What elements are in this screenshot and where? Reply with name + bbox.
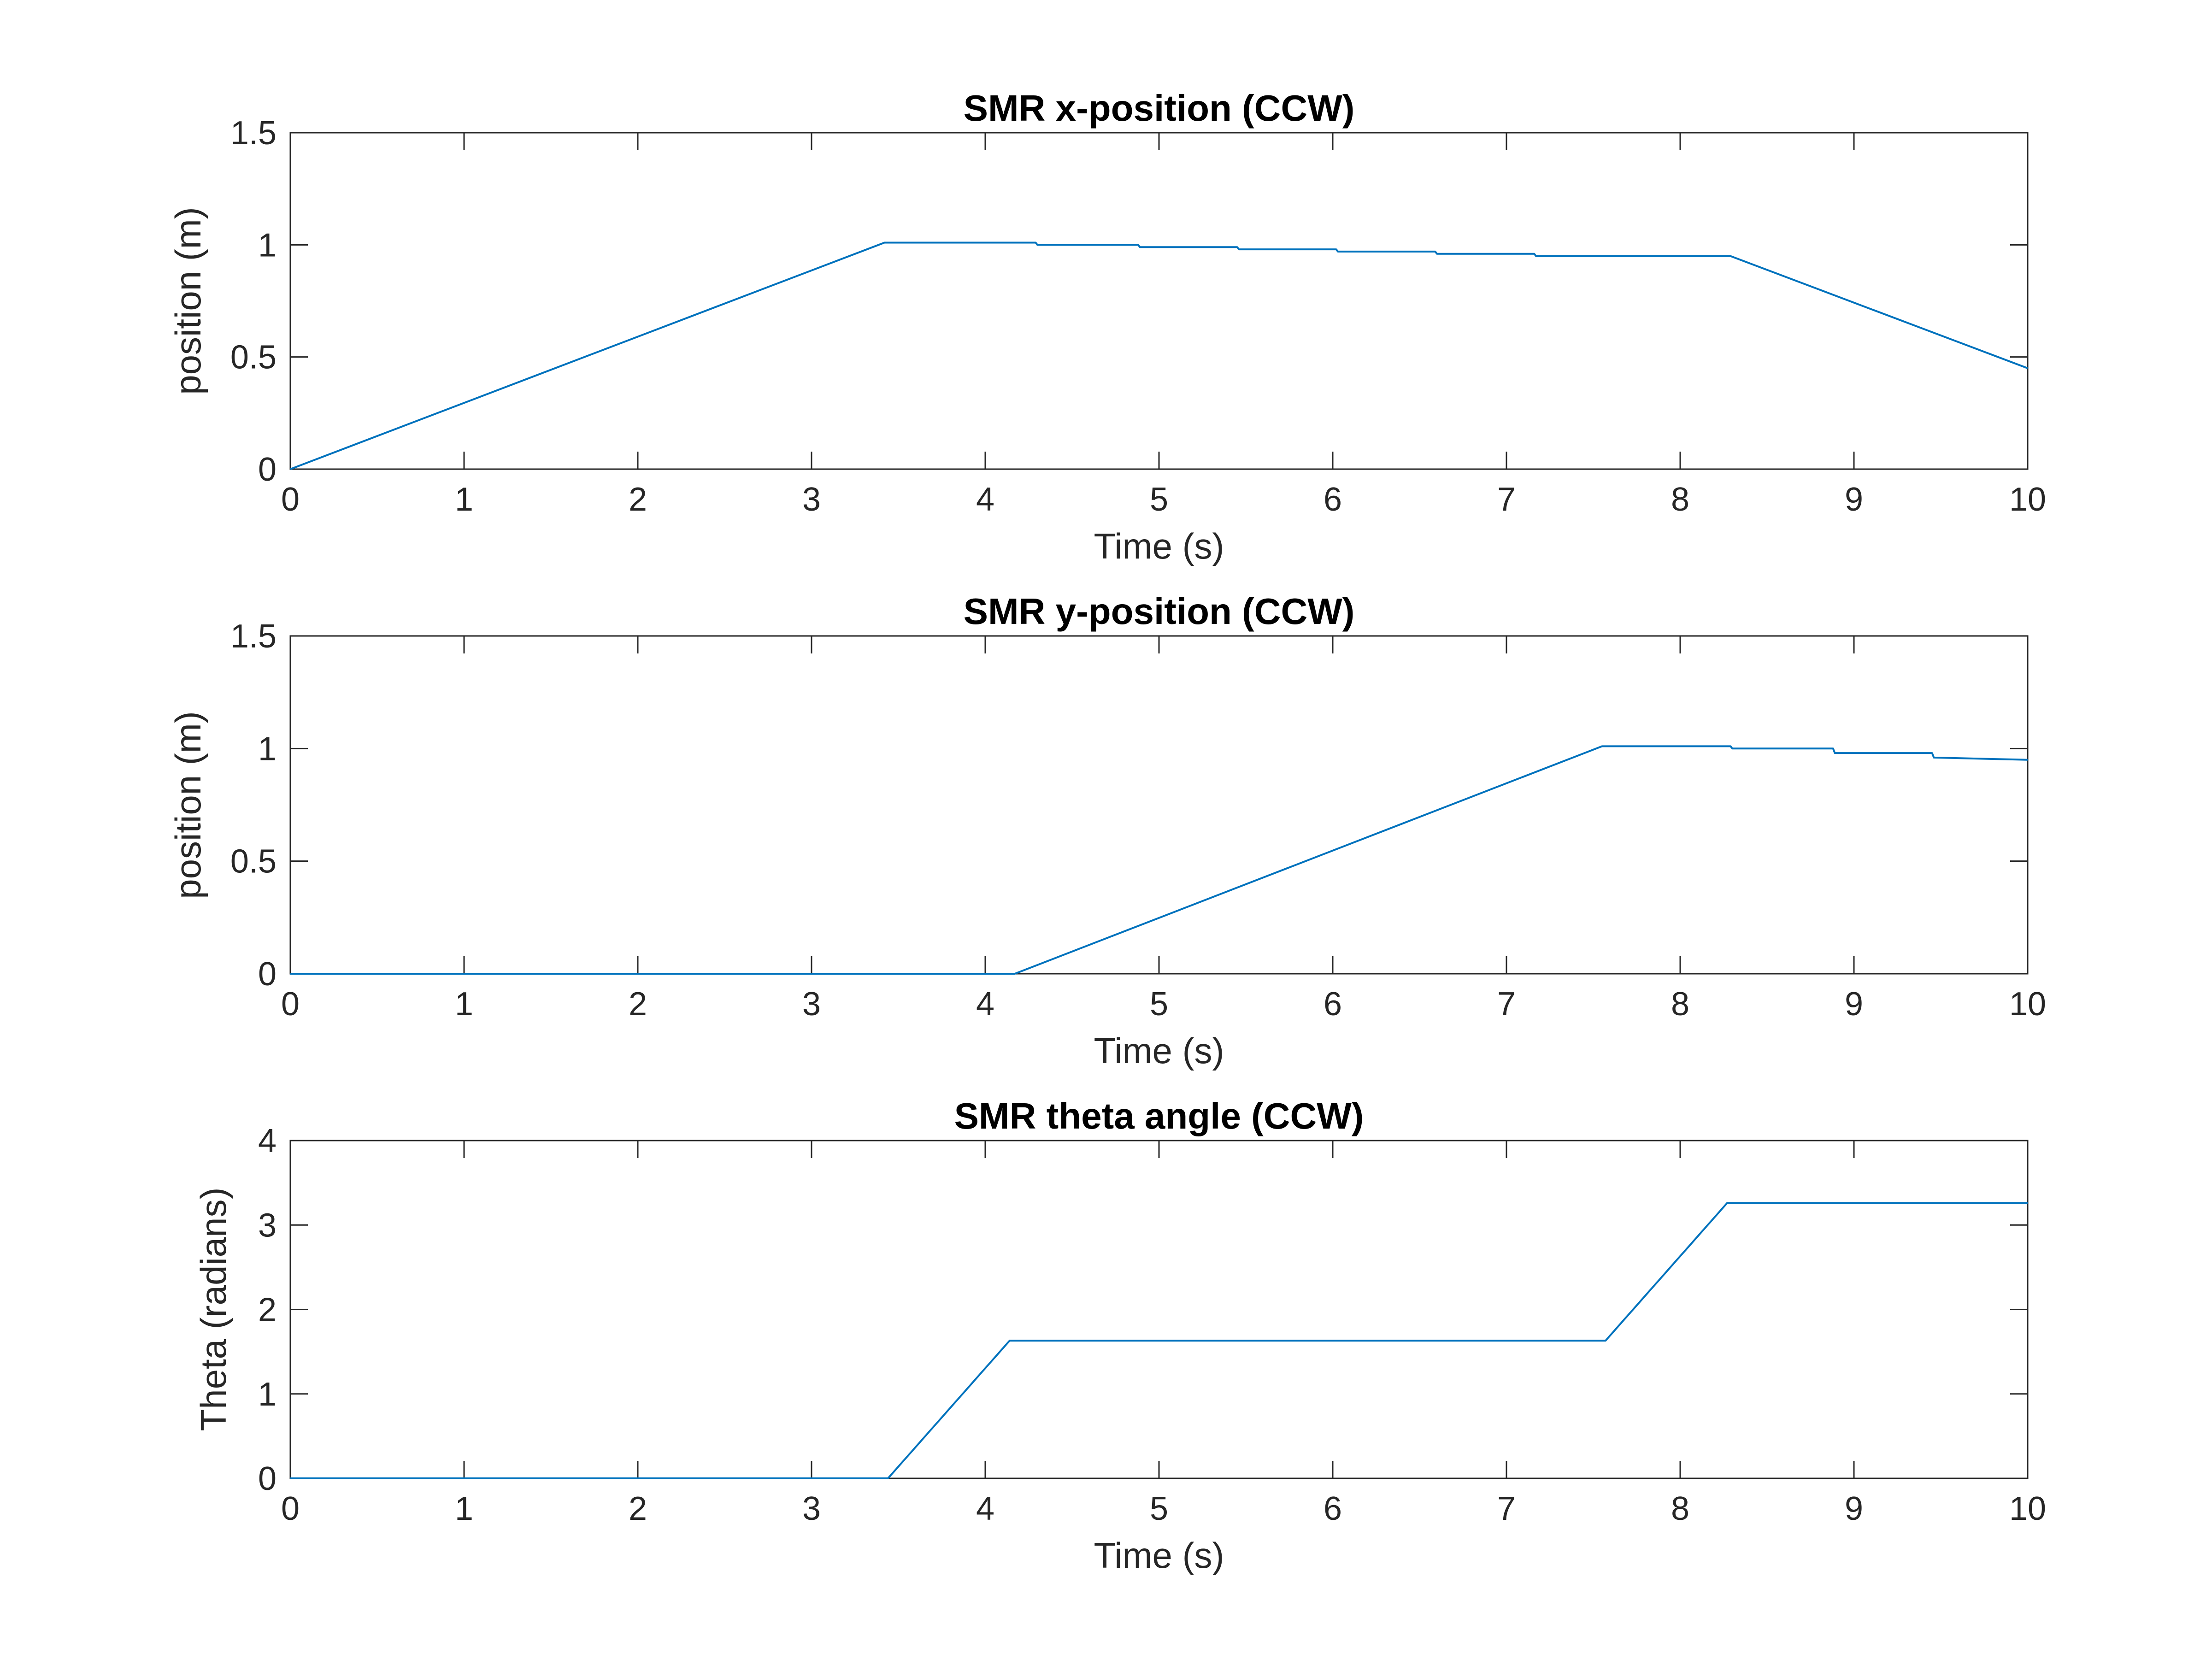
y-tick-label: 4 bbox=[258, 1123, 276, 1159]
x-tick-label: 4 bbox=[976, 1490, 994, 1527]
x-tick-label: 6 bbox=[1324, 986, 1342, 1023]
x-tick-label: 3 bbox=[802, 481, 821, 518]
y-tick-label: 0 bbox=[258, 451, 276, 488]
y-tick-label: 0.5 bbox=[230, 339, 276, 376]
plot-frame bbox=[289, 132, 2029, 470]
y-tick-label: 2 bbox=[258, 1292, 276, 1329]
y-axis-label: position (m) bbox=[168, 207, 208, 394]
y-axis-label: Theta (radians) bbox=[193, 1188, 234, 1431]
y-tick-label: 1.5 bbox=[230, 618, 276, 655]
x-tick-label: 8 bbox=[1671, 986, 1689, 1023]
y-axis-label: position (m) bbox=[168, 711, 208, 899]
x-tick-label: 1 bbox=[455, 986, 473, 1023]
subplot-theta-angle: SMR theta angle (CCW) Time (s) Theta (ra… bbox=[193, 1095, 2046, 1576]
x-tick-label: 4 bbox=[976, 481, 994, 518]
y-tick-label: 0 bbox=[258, 956, 276, 993]
x-tick-label: 3 bbox=[802, 1490, 821, 1527]
x-tick-label: 7 bbox=[1497, 1490, 1516, 1527]
y-tick-label: 0.5 bbox=[230, 843, 276, 880]
y-tick-label: 3 bbox=[258, 1207, 276, 1244]
x-tick-label: 3 bbox=[802, 986, 821, 1023]
tick-labels: 0 1 2 3 4 5 6 7 8 9 10 0 0.5 1 1.5 bbox=[230, 618, 2046, 1023]
plot-frame bbox=[289, 1140, 2029, 1479]
x-tick-label: 10 bbox=[2009, 1490, 2046, 1527]
tick-marks bbox=[289, 1140, 2029, 1479]
x-tick-label: 5 bbox=[1150, 986, 1168, 1023]
x-tick-label: 9 bbox=[1845, 986, 1863, 1023]
x-tick-label: 2 bbox=[629, 481, 647, 518]
x-tick-label: 5 bbox=[1150, 481, 1168, 518]
y-tick-label: 0 bbox=[258, 1460, 276, 1497]
tick-labels: 0 1 2 3 4 5 6 7 8 9 10 0 1 2 3 4 bbox=[258, 1123, 2046, 1527]
x-tick-label: 10 bbox=[2009, 481, 2046, 518]
series-line bbox=[290, 241, 2028, 470]
subplot-y-position: SMR y-position (CCW) Time (s) position (… bbox=[168, 591, 2046, 1071]
x-tick-label: 9 bbox=[1845, 1490, 1863, 1527]
x-axis-label: Time (s) bbox=[1094, 1535, 1224, 1576]
x-axis-label: Time (s) bbox=[1094, 526, 1224, 566]
x-tick-label: 8 bbox=[1671, 1490, 1689, 1527]
x-tick-label: 0 bbox=[281, 986, 300, 1023]
x-tick-label: 1 bbox=[455, 481, 473, 518]
x-tick-label: 7 bbox=[1497, 481, 1516, 518]
chart-title: SMR theta angle (CCW) bbox=[954, 1095, 1364, 1136]
x-tick-label: 2 bbox=[629, 1490, 647, 1527]
x-tick-label: 8 bbox=[1671, 481, 1689, 518]
y-tick-label: 1 bbox=[258, 227, 276, 264]
tick-labels: 0 1 2 3 4 5 6 7 8 9 10 0 0.5 1 1.5 bbox=[230, 115, 2046, 518]
x-tick-label: 0 bbox=[281, 481, 300, 518]
x-tick-label: 1 bbox=[455, 1490, 473, 1527]
tick-marks bbox=[289, 132, 2029, 470]
x-tick-label: 5 bbox=[1150, 1490, 1168, 1527]
y-tick-label: 1 bbox=[258, 1376, 276, 1413]
plot-frame bbox=[289, 635, 2029, 975]
x-tick-label: 2 bbox=[629, 986, 647, 1023]
x-tick-label: 4 bbox=[976, 986, 994, 1023]
y-tick-label: 1.5 bbox=[230, 115, 276, 152]
chart-title: SMR y-position (CCW) bbox=[964, 591, 1355, 632]
x-tick-label: 7 bbox=[1497, 986, 1516, 1023]
x-tick-label: 6 bbox=[1324, 1490, 1342, 1527]
x-tick-label: 0 bbox=[281, 1490, 300, 1527]
series-line bbox=[290, 745, 2028, 975]
subplot-x-position: SMR x-position (CCW) Time (s) position (… bbox=[168, 88, 2046, 566]
chart-title: SMR x-position (CCW) bbox=[964, 88, 1355, 129]
tick-marks bbox=[289, 635, 2029, 975]
x-axis-label: Time (s) bbox=[1094, 1030, 1224, 1071]
x-tick-label: 10 bbox=[2009, 986, 2046, 1023]
series-line bbox=[290, 1202, 2028, 1479]
y-tick-label: 1 bbox=[258, 730, 276, 767]
x-tick-label: 9 bbox=[1845, 481, 1863, 518]
x-tick-label: 6 bbox=[1324, 481, 1342, 518]
